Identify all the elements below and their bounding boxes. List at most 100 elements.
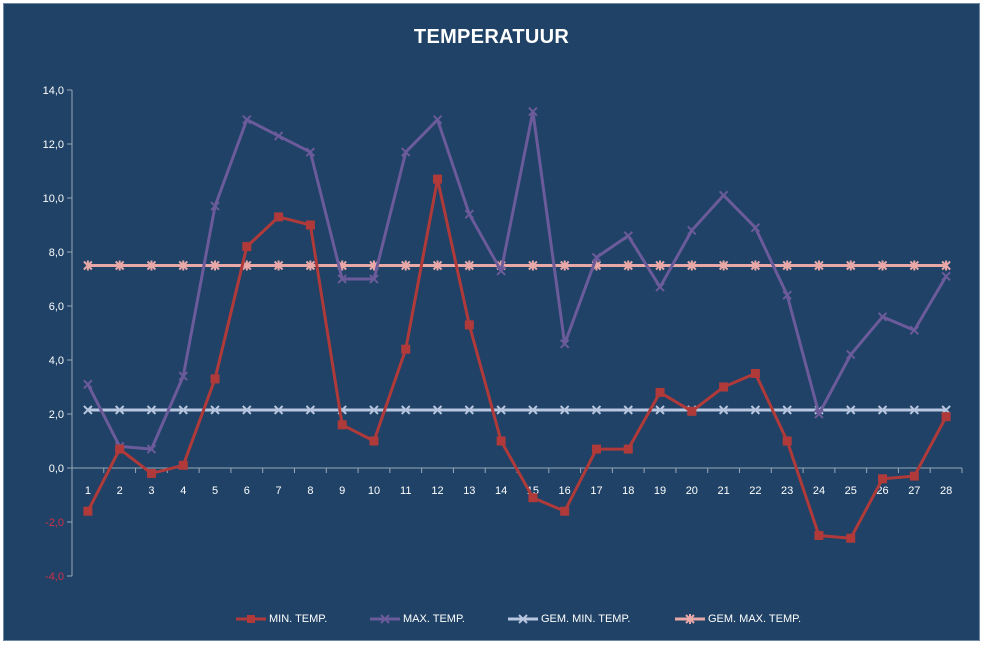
series-layer <box>83 106 951 543</box>
x-tick-label: 19 <box>654 485 666 497</box>
data-point-max-temp <box>432 114 443 125</box>
y-tick-label: 14,0 <box>43 85 64 97</box>
data-point-max-temp <box>464 209 475 219</box>
legend: MIN. TEMP. MAX. TEMP. GEM. MIN. TEMP. GE… <box>0 609 987 633</box>
data-point-avg-max-temp <box>305 260 316 271</box>
x-tick-label: 22 <box>749 485 761 497</box>
data-point-avg-min-temp <box>846 405 856 415</box>
data-point-min-temp <box>941 412 951 422</box>
series-min-temp <box>83 174 951 543</box>
data-point-min-temp <box>274 212 284 222</box>
data-point-max-temp <box>242 114 252 125</box>
data-point-avg-min-temp <box>114 405 125 415</box>
data-point-avg-min-temp <box>718 405 729 415</box>
data-point-min-temp <box>305 220 315 230</box>
data-point-avg-min-temp <box>273 405 284 415</box>
data-point-avg-max-temp <box>273 260 284 271</box>
data-point-avg-min-temp <box>528 405 538 415</box>
y-tick-label: 4,0 <box>49 355 64 367</box>
data-point-max-temp <box>687 225 697 236</box>
data-point-min-temp <box>83 506 93 516</box>
data-point-max-temp <box>305 147 316 157</box>
data-point-min-temp <box>496 436 506 446</box>
data-point-max-temp <box>782 290 792 300</box>
data-point-min-temp <box>846 533 856 543</box>
legend-marker-avg-min-temp <box>508 614 538 624</box>
data-point-max-temp <box>83 379 93 390</box>
data-point-avg-max-temp <box>750 260 761 271</box>
data-point-avg-max-temp <box>877 260 888 271</box>
x-tick-label: 2 <box>117 485 123 497</box>
data-point-avg-max-temp <box>718 260 729 271</box>
data-point-avg-min-temp <box>623 405 633 415</box>
data-point-min-temp <box>782 436 792 446</box>
x-tick-label: 11 <box>400 485 411 497</box>
x-tick-label: 12 <box>431 485 443 497</box>
axes-layer: 14,012,010,08,06,04,02,00,0-2,0-4,01 2 3 4 5… <box>43 85 963 583</box>
y-tick-label: 8,0 <box>49 247 64 259</box>
x-tick-label: 20 <box>686 485 698 497</box>
x-tick-label: 1 <box>85 485 91 497</box>
data-point-min-temp <box>719 382 729 392</box>
data-point-min-temp <box>242 242 252 252</box>
data-point-avg-min-temp <box>305 405 316 415</box>
data-point-avg-max-temp <box>401 260 411 271</box>
chart-frame: TEMPERATUUR <box>3 3 980 641</box>
data-point-min-temp <box>210 374 220 384</box>
data-point-avg-min-temp <box>401 405 411 415</box>
data-point-max-temp <box>846 349 856 360</box>
x-tick-label: 9 <box>339 485 345 497</box>
legend-label-avg-min-temp: GEM. MIN. TEMP. <box>541 613 631 625</box>
data-point-avg-max-temp <box>782 260 792 271</box>
data-point-min-temp <box>909 471 919 481</box>
data-point-min-temp <box>528 493 538 503</box>
data-point-avg-min-temp <box>242 405 252 415</box>
data-point-avg-min-temp <box>464 405 475 415</box>
x-tick-label: 13 <box>463 485 475 497</box>
data-point-avg-max-temp <box>178 260 188 271</box>
data-point-avg-min-temp <box>496 405 506 415</box>
data-point-avg-min-temp <box>210 405 220 415</box>
x-tick-label: 23 <box>781 485 793 497</box>
data-point-min-temp <box>433 174 443 184</box>
data-point-min-temp <box>623 444 633 454</box>
data-point-max-temp <box>941 271 951 282</box>
x-tick-label: 3 <box>148 485 154 497</box>
data-point-max-temp <box>718 190 729 201</box>
data-point-max-temp <box>877 312 888 322</box>
data-point-max-temp <box>814 409 824 419</box>
data-point-min-temp <box>687 406 697 416</box>
data-point-avg-min-temp <box>83 405 93 415</box>
legend-marker-max-temp <box>370 614 400 624</box>
y-tick-label: 2,0 <box>49 409 64 421</box>
data-point-avg-max-temp <box>559 260 570 271</box>
data-point-max-temp <box>273 131 284 141</box>
data-point-max-temp <box>369 274 379 284</box>
x-tick-label: 16 <box>559 485 571 497</box>
data-point-avg-min-temp <box>178 405 188 415</box>
data-point-max-temp <box>528 106 538 117</box>
y-tick-label: 10,0 <box>43 193 64 205</box>
data-point-min-temp <box>814 531 824 540</box>
legend-item-avg-min-temp: GEM. MIN. TEMP. <box>508 609 630 629</box>
data-point-max-temp <box>559 339 570 349</box>
series-avg-min-temp <box>83 405 951 415</box>
data-point-max-temp <box>750 222 761 233</box>
data-point-min-temp <box>878 474 888 484</box>
data-point-min-temp <box>750 369 760 378</box>
y-tick-label: -2,0 <box>45 517 64 529</box>
series-avg-max-temp <box>83 260 951 271</box>
data-point-avg-max-temp <box>846 260 856 271</box>
x-tick-label: 4 <box>180 485 186 497</box>
data-point-avg-max-temp <box>432 260 443 271</box>
data-point-avg-min-temp <box>591 405 602 415</box>
data-point-max-temp <box>178 371 188 381</box>
legend-marker-avg-max-temp <box>675 614 705 624</box>
data-point-avg-max-temp <box>83 260 93 271</box>
data-point-max-temp <box>623 231 633 241</box>
data-point-max-temp <box>496 266 506 276</box>
data-point-avg-min-temp <box>432 405 443 415</box>
chart-title: TEMPERATUUR <box>413 26 570 48</box>
data-point-avg-max-temp <box>814 260 824 271</box>
